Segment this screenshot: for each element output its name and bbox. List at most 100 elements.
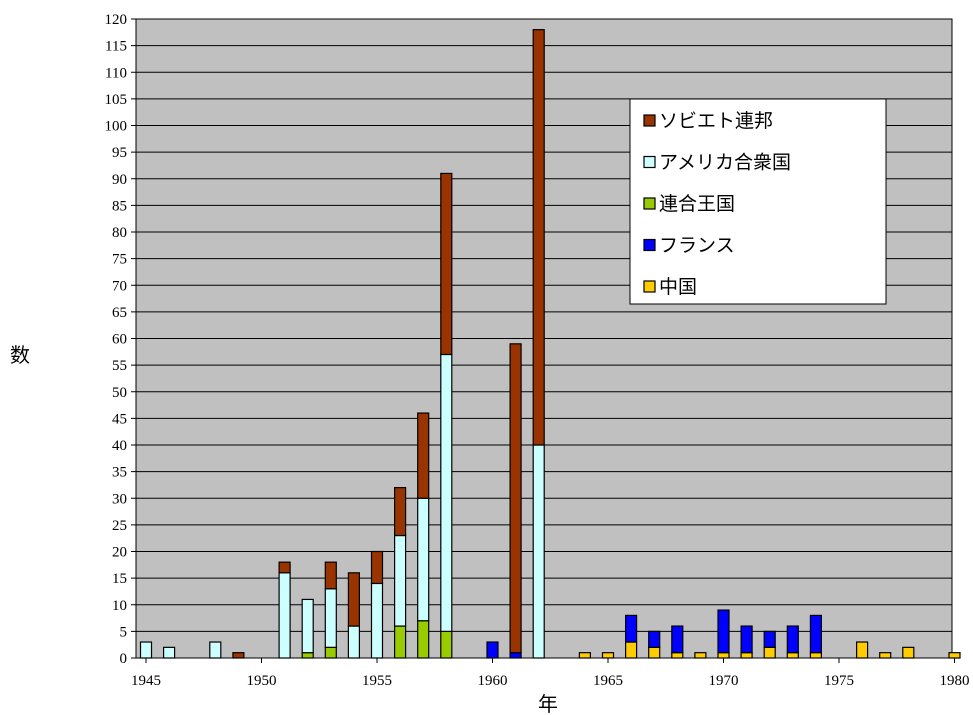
- bar-1957-アメリカ合衆国: [417, 497, 430, 622]
- bar-1966-中国: [624, 641, 638, 659]
- y-axis-label: 数: [10, 343, 30, 367]
- bar-1972-フランス: [763, 630, 776, 648]
- bar-1976-中国: [855, 641, 869, 659]
- legend-label-4: 中国: [659, 276, 697, 298]
- bar-1961-ソビエト連邦: [509, 343, 522, 654]
- y-tick-label-45: 45: [112, 411, 127, 427]
- bar-1961-フランス: [509, 652, 522, 659]
- bar-1962-ソビエト連邦: [532, 29, 545, 446]
- bar-1973-フランス: [786, 625, 799, 654]
- bar-1968-中国: [671, 652, 684, 659]
- bar-1977-中国: [879, 652, 892, 659]
- bar-1962-アメリカ合衆国: [532, 444, 545, 659]
- y-tick-label-20: 20: [112, 545, 127, 561]
- bar-1971-中国: [740, 652, 753, 659]
- bar-1968-フランス: [671, 625, 684, 654]
- bar-1949-ソビエト連邦: [232, 652, 245, 659]
- bar-1957-連合王国: [417, 620, 430, 659]
- x-tick-label-1975: 1975: [824, 673, 854, 689]
- y-tick-label-110: 110: [105, 65, 127, 81]
- bar-1948-アメリカ合衆国: [209, 641, 222, 659]
- legend-swatch-4: [643, 280, 656, 293]
- bar-1970-フランス: [717, 609, 730, 654]
- legend-swatch-0: [643, 114, 656, 127]
- bar-1965-中国: [601, 652, 615, 659]
- bar-1946-アメリカ合衆国: [163, 646, 176, 659]
- bars: [139, 29, 961, 659]
- y-tick-label-25: 25: [112, 518, 127, 534]
- y-axis-ticks: 0 5 10 15 20 25 30 35 40 45 50 55 60 65 70 75 80 85 90 95 10…: [105, 12, 136, 667]
- y-tick-label-10: 10: [112, 598, 127, 614]
- legend-label-2: 連合王国: [659, 193, 735, 215]
- y-tick-label-95: 95: [112, 145, 127, 161]
- legend-label-1: アメリカ合衆国: [659, 152, 791, 174]
- bar-1954-アメリカ合衆国: [347, 625, 360, 659]
- bar-1956-ソビエト連邦: [394, 487, 407, 537]
- bar-1980-中国: [948, 652, 961, 659]
- bar-1955-ソビエト連邦: [370, 550, 384, 585]
- bar-1958-ソビエト連邦: [440, 172, 453, 356]
- bar-1956-連合王国: [394, 625, 407, 659]
- x-tick-label-1965: 1965: [593, 673, 623, 689]
- y-tick-label-100: 100: [105, 119, 128, 135]
- y-tick-label-15: 15: [112, 571, 127, 587]
- y-tick-label-70: 70: [112, 278, 127, 294]
- y-tick-label-105: 105: [105, 92, 128, 108]
- y-tick-label-115: 115: [105, 39, 127, 55]
- y-tick-label-75: 75: [112, 252, 127, 268]
- y-tick-label-120: 120: [105, 12, 128, 28]
- y-tick-label-0: 0: [120, 651, 128, 667]
- y-tick-label-50: 50: [112, 385, 127, 401]
- bar-1967-フランス: [648, 630, 661, 648]
- bar-1978-中国: [902, 646, 915, 659]
- x-tick-label-1970: 1970: [709, 673, 739, 689]
- bar-1945-アメリカ合衆国: [139, 641, 153, 659]
- bar-1974-中国: [809, 652, 823, 659]
- legend-swatch-1: [643, 155, 656, 169]
- y-tick-label-65: 65: [112, 305, 127, 321]
- bar-1958-連合王国: [440, 630, 453, 659]
- x-tick-label-1960: 1960: [478, 673, 508, 689]
- bar-1966-フランス: [624, 614, 638, 643]
- bar-1953-ソビエト連邦: [324, 561, 337, 590]
- legend-label-0: ソビエト連邦: [659, 110, 773, 132]
- y-tick-label-5: 5: [120, 624, 128, 640]
- y-tick-label-80: 80: [112, 225, 127, 241]
- bar-1970-中国: [717, 652, 730, 659]
- bar-1951-アメリカ合衆国: [278, 572, 291, 659]
- bar-1953-アメリカ合衆国: [324, 588, 337, 648]
- bar-1954-ソビエト連邦: [347, 572, 360, 627]
- x-tick-label-1945: 1945: [131, 673, 161, 689]
- y-tick-label-30: 30: [112, 491, 127, 507]
- bar-1958-アメリカ合衆国: [440, 353, 453, 632]
- bar-1953-連合王国: [324, 646, 337, 659]
- bar-1972-中国: [763, 646, 776, 659]
- x-tick-label-1955: 1955: [362, 673, 392, 689]
- bar-1955-アメリカ合衆国: [370, 582, 384, 659]
- bar-1974-フランス: [809, 614, 823, 654]
- y-tick-label-85: 85: [112, 198, 127, 214]
- x-axis-label: 年: [538, 692, 558, 715]
- bar-1967-中国: [648, 646, 661, 659]
- bar-1952-連合王国: [301, 652, 314, 659]
- x-tick-label-1980: 1980: [940, 673, 970, 689]
- bar-1969-中国: [694, 652, 707, 659]
- bar-1956-アメリカ合衆国: [394, 534, 407, 627]
- legend-swatch-2: [643, 197, 656, 210]
- bar-1951-ソビエト連邦: [278, 561, 291, 574]
- bar-1957-ソビエト連邦: [417, 412, 430, 499]
- bar-1960-フランス: [486, 641, 499, 659]
- y-tick-label-60: 60: [112, 332, 127, 348]
- legend-box: [629, 98, 887, 305]
- x-tick-label-1950: 1950: [247, 673, 277, 689]
- bar-1952-アメリカ合衆国: [301, 598, 314, 654]
- x-axis-ticks: 1945 1950 1955 1960 1965 1970 1975 1980: [131, 658, 970, 689]
- legend-label-3: フランス: [659, 235, 735, 257]
- bar-1971-フランス: [740, 625, 753, 654]
- legend-swatch-3: [643, 238, 656, 252]
- y-tick-label-35: 35: [112, 465, 127, 481]
- y-tick-label-40: 40: [112, 438, 127, 454]
- y-tick-label-55: 55: [112, 358, 127, 374]
